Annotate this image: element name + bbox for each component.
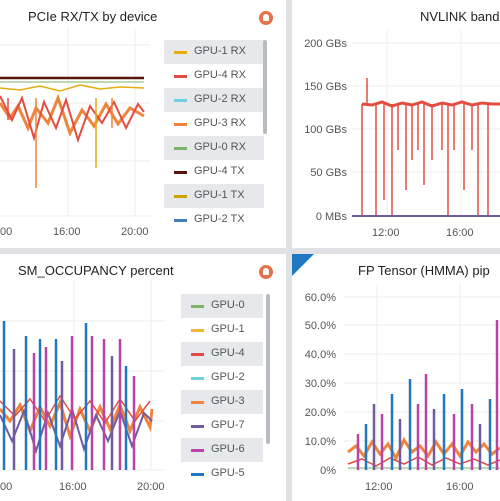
legend-item[interactable]: GPU-4 TX bbox=[164, 160, 264, 184]
sm-x-tick: 20:00 bbox=[137, 481, 165, 493]
sm-legend: GPU-0 GPU-1 GPU-4 GPU-2 GPU-3 GPU-7 GPU-… bbox=[181, 294, 263, 486]
legend-swatch bbox=[191, 425, 204, 428]
legend-item[interactable]: GPU-4 bbox=[181, 342, 263, 366]
legend-item[interactable]: GPU-2 bbox=[181, 366, 263, 390]
legend-item[interactable]: GPU-1 TX bbox=[164, 184, 264, 208]
legend-swatch bbox=[191, 401, 204, 404]
pcie-panel[interactable]: PCIe RX/TX by device 00 16:00 20:00 GPU-… bbox=[0, 0, 286, 248]
sm-panel-title[interactable]: SM_OCCUPANCY percent bbox=[18, 263, 174, 278]
sm-graph[interactable]: 00 16:00 20:00 bbox=[0, 281, 165, 501]
legend-swatch bbox=[174, 195, 187, 198]
legend-swatch bbox=[191, 353, 204, 356]
info-icon[interactable]: i bbox=[292, 254, 314, 276]
nvlink-y-tick: 200 GBs bbox=[304, 38, 347, 50]
pcie-x-tick: 16:00 bbox=[53, 226, 81, 238]
nvlink-y-tick: 0 MBs bbox=[316, 211, 348, 223]
legend-swatch bbox=[174, 219, 187, 222]
legend-item[interactable]: GPU-0 bbox=[181, 294, 263, 318]
legend-item[interactable]: GPU-3 bbox=[181, 390, 263, 414]
nvlink-y-tick: 150 GBs bbox=[304, 81, 347, 93]
legend-item[interactable]: GPU-7 bbox=[181, 414, 263, 438]
legend-swatch bbox=[191, 329, 204, 332]
legend-item[interactable]: GPU-0 RX bbox=[164, 136, 264, 160]
legend-swatch bbox=[191, 305, 204, 308]
pcie-x-tick: 00 bbox=[0, 226, 12, 238]
legend-item[interactable]: GPU-2 TX bbox=[164, 208, 264, 232]
sm-x-tick: 00 bbox=[0, 481, 12, 493]
nvlink-panel[interactable]: NVLINK band 200 GBs 150 GBs 100 GBs 50 G… bbox=[292, 0, 500, 248]
legend-swatch bbox=[174, 171, 187, 174]
nvlink-y-tick: 100 GBs bbox=[304, 124, 347, 136]
pcie-legend: GPU-1 RX GPU-4 RX GPU-2 RX GPU-3 RX GPU-… bbox=[164, 40, 264, 232]
legend-swatch bbox=[191, 449, 204, 452]
legend-swatch bbox=[174, 99, 187, 102]
pcie-panel-title[interactable]: PCIe RX/TX by device bbox=[28, 9, 158, 24]
fp-y-tick: 30.0% bbox=[305, 378, 336, 390]
legend-scrollbar[interactable] bbox=[263, 40, 267, 134]
legend-scrollbar[interactable] bbox=[266, 294, 270, 444]
fp-y-tick: 40.0% bbox=[305, 349, 336, 361]
legend-swatch bbox=[174, 123, 187, 126]
legend-item[interactable]: GPU-5 bbox=[181, 462, 263, 486]
fp-y-tick: 20.0% bbox=[305, 407, 336, 419]
nvlink-x-tick: 16:00 bbox=[446, 227, 474, 239]
sm-x-tick: 16:00 bbox=[59, 481, 87, 493]
nvlink-y-tick: 50 GBs bbox=[310, 167, 347, 179]
legend-swatch bbox=[191, 377, 204, 380]
fp-y-tick: 10.0% bbox=[305, 436, 336, 448]
fp-y-tick: 0% bbox=[320, 465, 336, 477]
nvlink-graph[interactable]: 200 GBs 150 GBs 100 GBs 50 GBs 0 MBs 12:… bbox=[292, 0, 500, 248]
nvlink-x-tick: 12:00 bbox=[372, 227, 400, 239]
legend-item[interactable]: GPU-2 RX bbox=[164, 88, 264, 112]
fp-y-tick: 60.0% bbox=[305, 292, 336, 304]
legend-swatch bbox=[174, 147, 187, 150]
pcie-x-tick: 20:00 bbox=[121, 226, 149, 238]
alert-bell-icon[interactable] bbox=[259, 11, 273, 25]
fp-x-tick: 16:00 bbox=[446, 481, 474, 493]
nvlink-panel-title[interactable]: NVLINK band bbox=[420, 9, 500, 24]
fp-x-tick: 12:00 bbox=[365, 481, 393, 493]
legend-item[interactable]: GPU-4 RX bbox=[164, 64, 264, 88]
sm-occupancy-panel[interactable]: SM_OCCUPANCY percent bbox=[0, 254, 286, 501]
fp-graph[interactable]: 60.0% 50.0% 40.0% 30.0% 20.0% 10.0% 0% bbox=[292, 254, 500, 501]
fp-panel-title[interactable]: FP Tensor (HMMA) pip bbox=[358, 263, 490, 278]
alert-bell-icon[interactable] bbox=[259, 265, 273, 279]
legend-swatch bbox=[174, 75, 187, 78]
legend-item[interactable]: GPU-6 bbox=[181, 438, 263, 462]
fp-y-tick: 50.0% bbox=[305, 320, 336, 332]
fp-tensor-panel[interactable]: i FP Tensor (HMMA) pip 60.0% 50.0% 40.0%… bbox=[292, 254, 500, 501]
legend-item[interactable]: GPU-1 bbox=[181, 318, 263, 342]
legend-item[interactable]: GPU-1 RX bbox=[164, 40, 264, 64]
pcie-graph[interactable]: 00 16:00 20:00 bbox=[0, 28, 150, 248]
legend-swatch bbox=[191, 473, 204, 476]
legend-item[interactable]: GPU-3 RX bbox=[164, 112, 264, 136]
legend-swatch bbox=[174, 51, 187, 54]
